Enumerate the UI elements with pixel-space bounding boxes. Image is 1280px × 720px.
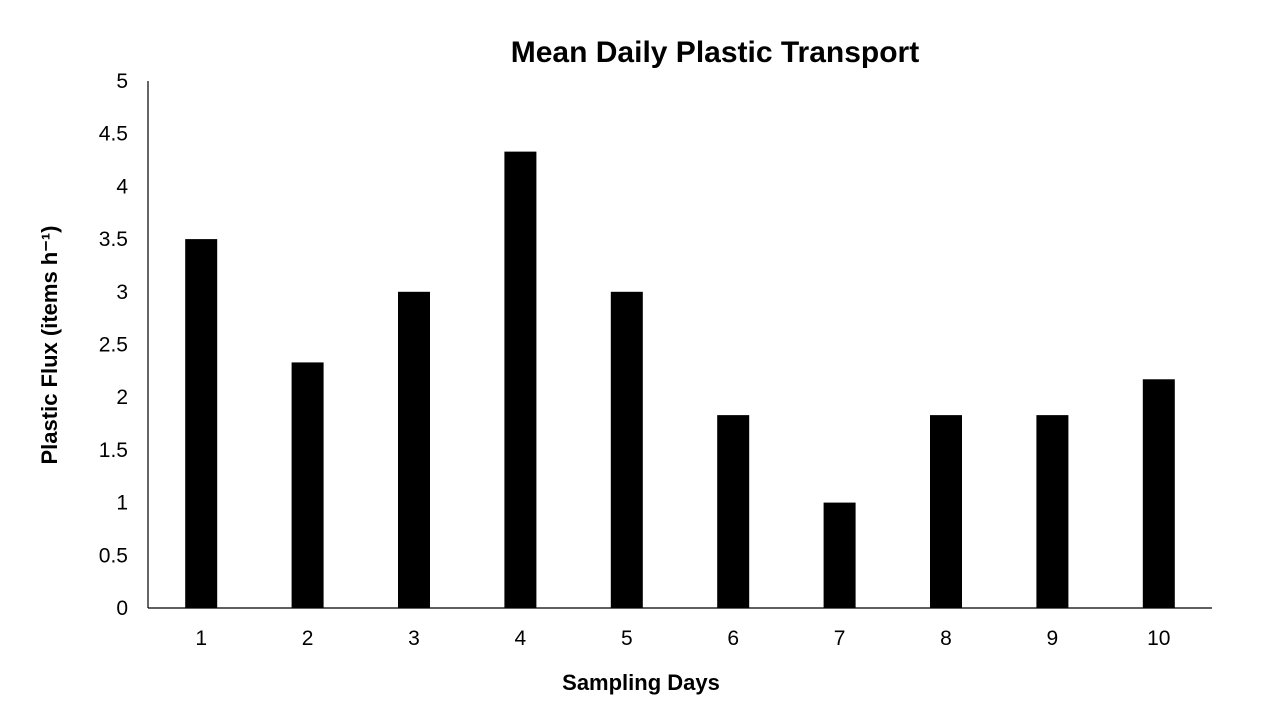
y-tick-label: 3.5 [99,228,128,251]
y-tick-label: 1.5 [99,439,128,462]
bar-day-10 [1142,379,1175,608]
bar-day-4 [504,151,537,609]
bar-day-8 [930,415,962,608]
bar-day-1 [185,239,218,608]
x-tick-label: 1 [195,627,207,650]
y-tick-label: 0.5 [99,544,128,567]
y-axis-title: Plastic Flux (items h⁻¹) [37,226,62,465]
y-tick-label: 2.5 [99,334,128,357]
x-tick-labels: 1 2 3 4 5 6 7 8 9 10 [195,627,1170,650]
bar-day-2 [291,362,324,608]
x-tick-label: 2 [302,627,314,650]
x-tick-label: 10 [1147,627,1170,650]
y-tick-label: 4 [116,175,128,198]
x-tick-label: 8 [940,627,952,650]
y-tick-label: 1 [116,492,128,515]
bar-day-3 [398,291,430,608]
bar-day-5 [610,291,643,608]
y-tick-label: 5 [116,70,128,93]
y-tick-labels: 0 0.5 1 1.5 2 2.5 3 3.5 4 4.5 5 [99,70,129,620]
bar-day-6 [717,415,750,608]
y-tick-label: 4.5 [99,123,128,146]
x-tick-label: 9 [1047,627,1059,650]
x-tick-label: 5 [621,627,633,650]
x-tick-label: 3 [408,627,420,650]
bar-day-9 [1036,415,1069,608]
bar-day-7 [823,502,856,608]
x-axis-title: Sampling Days [562,670,720,695]
y-tick-label: 3 [116,281,128,304]
x-tick-label: 4 [515,627,527,650]
y-tick-label: 0 [116,597,128,620]
y-tick-label: 2 [116,386,128,409]
x-tick-label: 7 [834,627,846,650]
chart-title: Mean Daily Plastic Transport [511,36,919,69]
bars-group [185,151,1175,609]
x-tick-label: 6 [727,627,739,650]
